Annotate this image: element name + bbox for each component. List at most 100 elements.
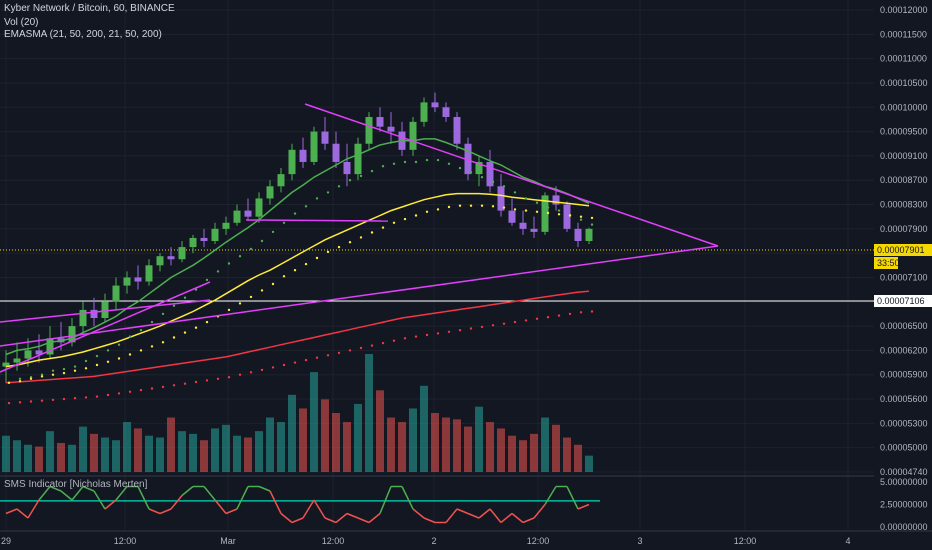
sma50-dot (337, 245, 341, 249)
sma21-dot (381, 165, 385, 168)
volume-bar (552, 424, 560, 472)
sms-line-segment (38, 486, 51, 501)
sma200-dot (502, 322, 506, 325)
volume-bar (442, 417, 450, 472)
sms-line-segment (368, 512, 381, 524)
sma200-dot (381, 341, 385, 345)
sma50-dot (18, 380, 22, 383)
sma200-dot (282, 363, 286, 367)
volume-bar (211, 428, 219, 472)
sma50-dot (29, 377, 33, 380)
sma50-dot (161, 341, 165, 344)
candle-body (442, 107, 450, 117)
sms-line-segment (324, 517, 337, 524)
sma50-dot (40, 375, 44, 378)
sma50-dot (348, 241, 352, 244)
volume-bar (475, 406, 483, 472)
sma200-dot (161, 385, 165, 389)
sma200-dot (425, 333, 429, 337)
sma50-dot (436, 208, 440, 211)
sma50-dot (117, 357, 121, 360)
sma200-dot (535, 317, 539, 320)
sms-line-segment (357, 517, 370, 524)
candle-body (508, 210, 516, 223)
price-tick-label: 0.00005900 (880, 370, 928, 380)
candle-body (409, 121, 417, 150)
sms-line-segment (280, 512, 293, 524)
volume-bar (508, 435, 516, 472)
countdown-tag: 33:50 (874, 257, 900, 269)
current-price-tag: 0.00007901 (874, 244, 932, 256)
trendline-drawings (0, 103, 719, 373)
volume-bar (519, 440, 527, 472)
sma200-dot (227, 376, 231, 379)
sma200-dot (348, 349, 352, 352)
sma21-dot (260, 239, 264, 243)
sma200-dot (568, 312, 572, 316)
volume-bar (200, 440, 208, 472)
sma50-dot (172, 336, 176, 339)
sma200-dot (326, 354, 330, 357)
sma200-dot (73, 397, 77, 400)
sma21-dot (447, 162, 451, 165)
sma50-dot (557, 213, 561, 216)
volume-bar (57, 442, 65, 472)
sms-line-segment (511, 512, 524, 524)
volume-bar (343, 422, 351, 472)
candle-body (79, 309, 87, 327)
sma200-dot (194, 380, 198, 384)
candle-body (288, 149, 296, 175)
sma200-dot (84, 396, 88, 399)
sms-line-segment (544, 486, 557, 505)
price-axis-background (874, 0, 932, 550)
sma21-dot (436, 158, 440, 162)
sma200-dot (95, 395, 99, 398)
reference-lines (0, 249, 874, 477)
sma200-dot (238, 373, 242, 376)
volume-bar (222, 424, 230, 472)
sma21-dot (227, 262, 231, 265)
price-tick-label: 0.00007100 (880, 272, 928, 282)
sms-line-segment (49, 485, 62, 492)
sma21-dot (579, 218, 583, 221)
sma50-dot (568, 214, 572, 217)
candle-body (156, 256, 164, 266)
sma21-dot (282, 221, 286, 224)
sma21-dot (403, 160, 407, 164)
sma21-dot (62, 367, 66, 371)
sms-line-segment (71, 486, 84, 501)
candle-body (222, 222, 230, 229)
channel-upper-line (0, 299, 211, 323)
sma200-dot (128, 390, 132, 393)
time-tick-label: 12:00 (734, 536, 757, 546)
moving-averages (5, 138, 594, 405)
candle-body (24, 350, 32, 359)
sma21-dot (502, 185, 506, 188)
sms-line-segment (170, 495, 183, 510)
sma21-dot (414, 160, 418, 164)
sma50-dot (315, 256, 319, 260)
candle-body (68, 326, 76, 343)
volume-bar (497, 428, 505, 472)
sma21-dot (238, 255, 242, 258)
sms-line-segment (181, 485, 194, 497)
triangle-lower-line (0, 245, 719, 347)
sma21-dot (304, 205, 308, 208)
sma21-dot (326, 191, 330, 194)
candle-body (90, 309, 98, 318)
candle-body (233, 210, 241, 223)
candle-body (134, 277, 142, 282)
sma21-dot (18, 377, 22, 380)
price-tick-label: 0.00007900 (880, 224, 928, 234)
sms-line-segment (5, 508, 18, 515)
sma50-dot (249, 295, 253, 299)
sma50-dot (205, 320, 209, 324)
sms-line-segment (489, 508, 502, 523)
sma50-dot (491, 205, 495, 208)
volume-legend: Vol (20) (4, 17, 39, 28)
sma21-dot (359, 174, 363, 178)
volume-bar (255, 431, 263, 472)
ema-legend: EMASMA (21, 50, 200, 21, 50, 200) (4, 29, 162, 40)
sma200-dot (29, 400, 33, 403)
